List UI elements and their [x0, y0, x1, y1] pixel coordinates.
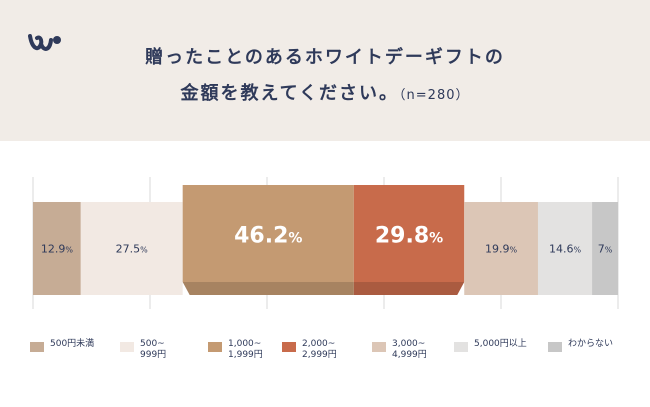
- legend-swatch-2: [208, 342, 222, 352]
- title-line-2-text: 金額を教えてください。: [180, 83, 400, 104]
- legend-swatch-3: [282, 342, 296, 352]
- bar-segment-6: [592, 202, 618, 295]
- legend-item-2: 1,000~ 1,999円: [208, 339, 263, 361]
- legend-item-1: 500~ 999円: [120, 339, 166, 361]
- legend-label-6: わからない: [568, 339, 614, 349]
- legend-label-2: 1,000~ 1,999円: [228, 339, 263, 360]
- legend-label-4: 3,000~ 4,999円: [392, 339, 427, 360]
- title-line-1: 贈ったことのあるホワイトデーギフトの: [145, 47, 505, 68]
- chart-legend: 500円未満 500~ 999円 1,000~ 1,999円 2,000~ 2,999…: [30, 339, 630, 369]
- value-unit-2: %: [288, 231, 302, 247]
- value-unit-4: %: [510, 246, 518, 255]
- legend-label-0: 500円未満: [50, 339, 95, 349]
- stacked-bar-chart: 12.9% 27.5%46.2% 29.8%19.9% 14.6% 7%: [32, 177, 619, 309]
- bar-segment-5: [537, 202, 593, 295]
- legend-label-1: 500~ 999円: [140, 339, 167, 360]
- legend-swatch-0: [30, 342, 44, 352]
- bar-segment-3: [353, 185, 465, 282]
- value-label-4: 19.9%: [485, 243, 518, 256]
- value-label-1: 27.5%: [116, 243, 149, 256]
- value-unit-5: %: [573, 246, 581, 255]
- legend-item-0: 500円未満: [30, 339, 94, 352]
- value-unit-0: %: [65, 246, 73, 255]
- legend-label-5: 5,000円以上: [474, 339, 527, 349]
- value-unit-1: %: [140, 246, 148, 255]
- bar-segment-2-side: [182, 282, 354, 295]
- title-line-2: 金額を教えてください。（n=280）: [0, 76, 650, 114]
- legend-swatch-5: [454, 342, 468, 352]
- legend-item-3: 2,000~ 2,999円: [282, 339, 337, 361]
- legend-item-4: 3,000~ 4,999円: [372, 339, 427, 361]
- brand-logo-icon: [28, 34, 61, 51]
- value-unit-3: %: [429, 231, 443, 247]
- bar-segment-4: [464, 202, 538, 295]
- value-label-5: 14.6%: [549, 243, 582, 256]
- legend-label-3: 2,000~ 2,999円: [302, 339, 337, 360]
- legend-swatch-1: [120, 342, 134, 352]
- bar-segment-2: [182, 185, 354, 282]
- legend-swatch-6: [548, 342, 562, 352]
- value-label-6: 7%: [598, 243, 613, 256]
- sample-size-note: （n=280）: [399, 88, 470, 103]
- legend-item-5: 5,000円以上: [454, 339, 527, 352]
- value-label-0: 12.9%: [41, 243, 74, 256]
- header-banner: 贈ったことのあるホワイトデーギフトの 金額を教えてください。（n=280）: [0, 0, 650, 141]
- legend-swatch-4: [372, 342, 386, 352]
- bar-segment-1: [80, 202, 183, 295]
- value-unit-6: %: [605, 246, 613, 255]
- legend-item-6: わからない: [548, 339, 613, 352]
- chart-title: 贈ったことのあるホワイトデーギフトの 金額を教えてください。（n=280）: [0, 40, 650, 114]
- bar-segment-0: [33, 202, 81, 295]
- bar-segment-3-side: [353, 282, 465, 295]
- value-label-3: 29.8%: [375, 224, 443, 249]
